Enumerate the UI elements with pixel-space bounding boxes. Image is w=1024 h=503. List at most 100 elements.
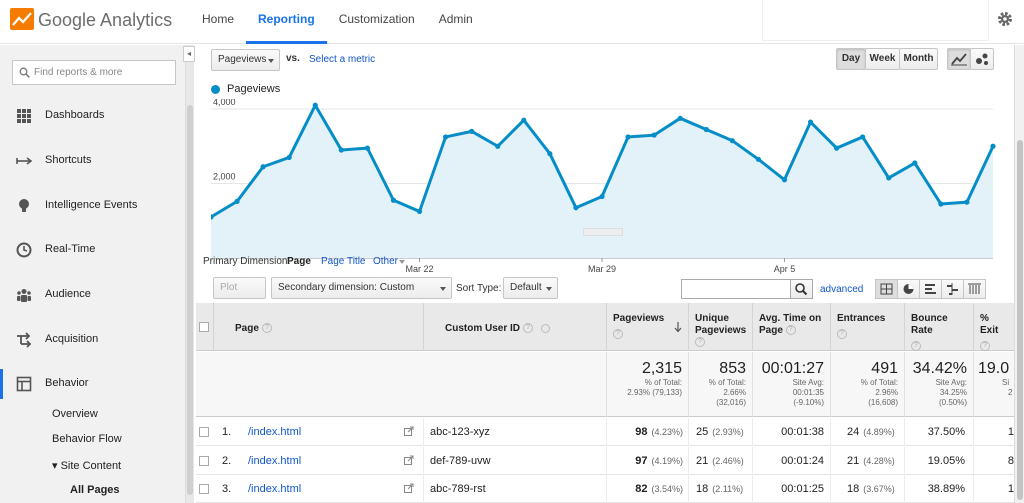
- nav-customization[interactable]: Customization: [338, 12, 415, 26]
- select-all-checkbox[interactable]: [199, 322, 209, 332]
- metric-dropdown[interactable]: Pageviews: [211, 49, 280, 71]
- primary-dimension-page-title[interactable]: Page Title: [321, 256, 366, 267]
- view-performance[interactable]: [919, 279, 942, 299]
- data-point[interactable]: [364, 145, 370, 151]
- sidebar-sub-site-content[interactable]: ▾ Site Content: [52, 460, 122, 472]
- data-point[interactable]: [677, 115, 683, 121]
- plot-rows-button[interactable]: Plot Rows: [213, 277, 266, 313]
- sort-type-dropdown[interactable]: Default: [503, 277, 558, 299]
- nav-reporting[interactable]: Reporting: [246, 0, 327, 44]
- sidebar-item-audience[interactable]: Audience: [0, 280, 186, 310]
- period-day-button[interactable]: Day: [836, 48, 866, 70]
- data-point[interactable]: [390, 197, 397, 203]
- page-link[interactable]: /index.html: [248, 483, 302, 495]
- help-icon[interactable]: ?: [613, 329, 623, 339]
- data-point[interactable]: [260, 164, 266, 170]
- select-metric-link[interactable]: Select a metric: [309, 54, 376, 65]
- primary-dimension-page[interactable]: Page: [287, 256, 311, 267]
- data-point[interactable]: [416, 208, 423, 215]
- sidebar-sub-behavior-flow[interactable]: Behavior Flow: [52, 433, 122, 445]
- data-point[interactable]: [234, 198, 240, 204]
- data-point[interactable]: [286, 154, 292, 161]
- sidebar-item-shortcuts[interactable]: Shortcuts: [0, 146, 186, 176]
- view-data-table[interactable]: [875, 279, 898, 299]
- help-icon[interactable]: ?: [980, 341, 990, 351]
- row-checkbox[interactable]: [199, 455, 209, 466]
- data-point[interactable]: [312, 102, 318, 108]
- line-chart-toggle[interactable]: [947, 48, 971, 70]
- header-unique-pageviews[interactable]: Unique Pageviews ?: [689, 303, 753, 351]
- period-week-button[interactable]: Week: [865, 48, 900, 70]
- page-link[interactable]: /index.html: [248, 454, 302, 467]
- motion-chart-toggle[interactable]: [970, 48, 994, 70]
- pageviews-chart[interactable]: 4,000 2,000 Mar 22 Mar 29 Apr 5: [211, 99, 999, 275]
- data-point[interactable]: [521, 117, 527, 123]
- chart-resize-handle[interactable]: [583, 228, 623, 236]
- gear-icon[interactable]: [996, 10, 1014, 28]
- help-icon[interactable]: ?: [261, 323, 272, 334]
- page-scrollbar[interactable]: [1014, 45, 1024, 503]
- primary-dimension-other[interactable]: Other: [373, 256, 399, 267]
- open-page-icon[interactable]: [404, 483, 414, 493]
- data-point[interactable]: [755, 156, 762, 162]
- data-point[interactable]: [990, 143, 996, 149]
- data-point[interactable]: [547, 151, 553, 157]
- data-point[interactable]: [599, 193, 605, 200]
- data-point[interactable]: [651, 132, 657, 138]
- data-point[interactable]: [807, 119, 814, 125]
- data-point[interactable]: [938, 201, 944, 207]
- view-percentage[interactable]: [897, 279, 920, 299]
- data-point[interactable]: [495, 143, 501, 149]
- sidebar-scrollbar[interactable]: [186, 45, 194, 503]
- data-point[interactable]: [573, 205, 579, 211]
- account-area[interactable]: [763, 0, 988, 40]
- open-page-icon[interactable]: [404, 426, 414, 436]
- data-point[interactable]: [781, 177, 788, 183]
- advanced-filter-link[interactable]: advanced: [820, 284, 864, 295]
- data-point[interactable]: [703, 126, 709, 133]
- data-point[interactable]: [625, 134, 631, 140]
- page-scrollbar-thumb[interactable]: [1017, 140, 1023, 500]
- page-link[interactable]: /index.html: [248, 426, 302, 438]
- sidebar-item-acquisition[interactable]: Acquisition: [0, 325, 186, 355]
- remove-dimension-icon[interactable]: [540, 323, 550, 333]
- sidebar-item-behavior[interactable]: Behavior: [0, 369, 186, 399]
- nav-admin[interactable]: Admin: [438, 12, 473, 26]
- header-page[interactable]: Page?: [214, 303, 424, 351]
- open-page-icon[interactable]: [404, 455, 414, 465]
- header-avg-time[interactable]: Avg. Time on Page ?: [753, 303, 831, 351]
- period-month-button[interactable]: Month: [899, 48, 938, 70]
- nav-home[interactable]: Home: [202, 12, 235, 26]
- help-icon[interactable]: ?: [523, 323, 534, 334]
- secondary-dimension-dropdown[interactable]: Secondary dimension: Custom User ID: [271, 277, 452, 313]
- data-point[interactable]: [860, 134, 866, 140]
- data-point[interactable]: [834, 145, 840, 151]
- sidebar-scrollbar-thumb[interactable]: [187, 105, 193, 495]
- sidebar-item-dashboards[interactable]: Dashboards: [0, 101, 186, 131]
- sidebar-sub-all-pages[interactable]: All Pages: [70, 484, 120, 496]
- data-point[interactable]: [964, 199, 970, 205]
- table-search-button[interactable]: [790, 279, 813, 299]
- sidebar-sub-overview[interactable]: Overview: [52, 408, 98, 420]
- sidebar-item-real-time[interactable]: Real-Time: [0, 235, 186, 265]
- data-point[interactable]: [886, 175, 892, 181]
- view-comparison[interactable]: [941, 279, 964, 299]
- data-point[interactable]: [469, 128, 475, 134]
- data-point[interactable]: [729, 138, 735, 144]
- collapse-sidebar-button[interactable]: ◂: [183, 46, 195, 62]
- view-pivot[interactable]: [963, 279, 986, 299]
- header-bounce-rate[interactable]: Bounce Rate ?: [905, 303, 974, 351]
- data-point[interactable]: [912, 160, 918, 166]
- sidebar-item-intelligence-events[interactable]: Intelligence Events: [0, 191, 186, 221]
- header-custom-user-id[interactable]: Custom User ID?: [424, 303, 607, 351]
- header-pageviews[interactable]: Pageviews ?: [607, 303, 689, 351]
- help-icon[interactable]: ?: [785, 325, 796, 336]
- help-icon[interactable]: ?: [695, 337, 705, 348]
- help-icon[interactable]: ?: [837, 329, 847, 339]
- data-point[interactable]: [338, 147, 344, 153]
- sidebar-search-input[interactable]: Find reports & more: [12, 60, 176, 85]
- row-checkbox[interactable]: [199, 427, 209, 437]
- data-point[interactable]: [211, 214, 214, 220]
- help-icon[interactable]: ?: [911, 341, 921, 351]
- google-analytics-logo[interactable]: Google Analytics: [10, 6, 190, 34]
